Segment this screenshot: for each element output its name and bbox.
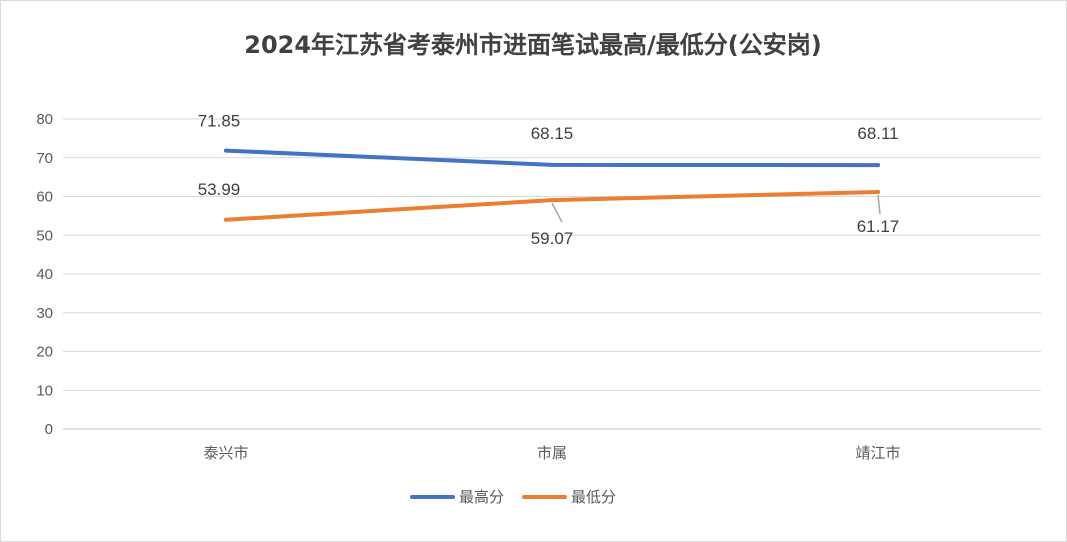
- data-label: 68.15: [531, 124, 574, 143]
- data-point: [550, 198, 554, 203]
- data-labels: 71.85 68.15 68.11 53.99 59.07 61.17: [198, 112, 900, 249]
- data-point: [224, 217, 228, 222]
- series-lines: [224, 148, 880, 222]
- legend-label: 最低分: [571, 488, 616, 506]
- y-tick-label: 40: [36, 266, 53, 283]
- y-tick-label: 70: [36, 150, 53, 167]
- label-leader-line: [877, 194, 881, 215]
- y-tick-label: 60: [36, 189, 53, 206]
- data-point: [876, 189, 880, 194]
- data-point: [550, 162, 554, 167]
- y-tick-label: 20: [36, 344, 53, 361]
- legend-label: 最高分: [459, 488, 504, 506]
- x-category-label: 市属: [537, 444, 567, 462]
- data-point: [224, 148, 228, 153]
- label-leader-line: [551, 202, 563, 223]
- data-label: 61.17: [857, 217, 900, 236]
- y-tick-label: 80: [36, 111, 53, 128]
- chart-title: 2024年江苏省考泰州市进面笔试最高/最低分(公安岗): [244, 31, 822, 59]
- data-label: 68.11: [857, 124, 898, 143]
- y-tick-label: 0: [45, 421, 53, 438]
- y-tick-label: 10: [36, 382, 53, 399]
- data-label: 53.99: [198, 180, 241, 199]
- y-tick-label: 30: [36, 305, 53, 322]
- data-label: 59.07: [531, 229, 574, 248]
- data-label: 71.85: [198, 112, 241, 131]
- x-category-label: 靖江市: [855, 444, 900, 462]
- x-category-label: 泰兴市: [203, 444, 248, 462]
- legend: 最高分 最低分: [410, 488, 616, 506]
- gridlines: [63, 118, 1041, 430]
- axes: 0 10 20 30 40 50 60 70 80 泰兴市 市属 靖江市: [36, 111, 900, 462]
- data-point: [876, 163, 880, 168]
- y-tick-label: 50: [36, 227, 53, 244]
